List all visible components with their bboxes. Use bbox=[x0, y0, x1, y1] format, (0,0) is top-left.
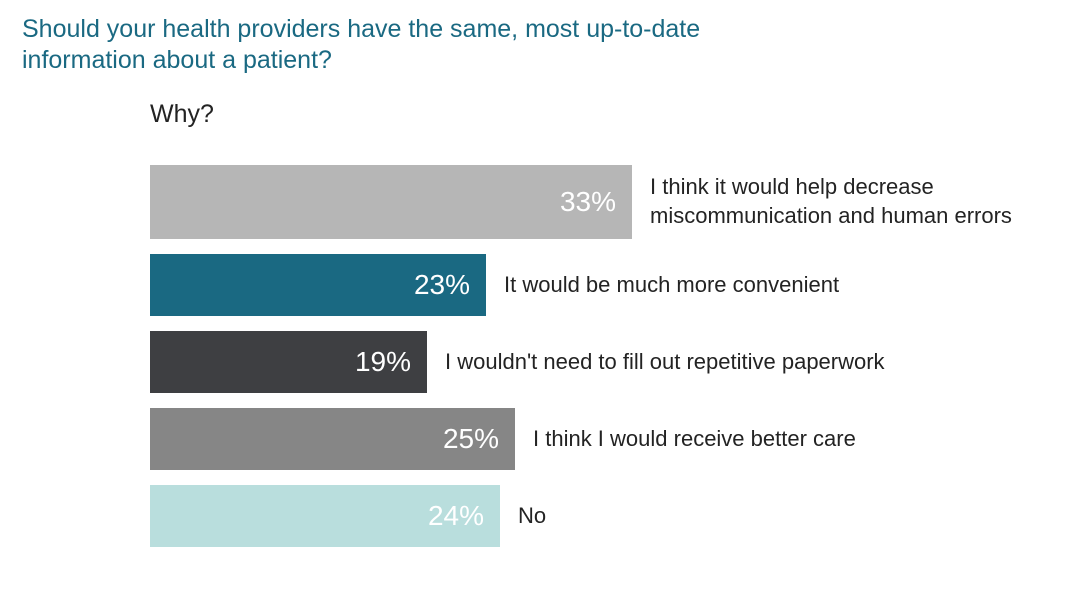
bar-row: 19% I wouldn't need to fill out repetitiv… bbox=[150, 331, 1060, 393]
bar-row: 33% I think it would help decrease miscom… bbox=[150, 165, 1060, 239]
bar-label: I wouldn't need to fill out repetitive p… bbox=[445, 331, 885, 393]
bar-label: I think I would receive better care bbox=[533, 408, 856, 470]
bar-value: 33% bbox=[560, 186, 616, 218]
bar-value: 24% bbox=[428, 500, 484, 532]
survey-bar-chart: Should your health providers have the sa… bbox=[0, 0, 1079, 607]
bar: 24% bbox=[150, 485, 500, 547]
bar-label: No bbox=[518, 485, 546, 547]
bar-value: 25% bbox=[443, 423, 499, 455]
bar-row: 23% It would be much more convenient bbox=[150, 254, 1060, 316]
chart-subtitle: Why? bbox=[150, 100, 214, 129]
chart-title: Should your health providers have the sa… bbox=[22, 14, 779, 77]
bar-label: I think it would help decrease miscommun… bbox=[650, 165, 1012, 239]
bar: 19% bbox=[150, 331, 427, 393]
bar-value: 23% bbox=[414, 269, 470, 301]
bar-value: 19% bbox=[355, 346, 411, 378]
bar: 25% bbox=[150, 408, 515, 470]
bar-label: It would be much more convenient bbox=[504, 254, 839, 316]
bar-row: 24% No bbox=[150, 485, 1060, 547]
bars-container: 33% I think it would help decrease miscom… bbox=[150, 165, 1060, 562]
bar: 23% bbox=[150, 254, 486, 316]
bar-row: 25% I think I would receive better care bbox=[150, 408, 1060, 470]
bar: 33% bbox=[150, 165, 632, 239]
